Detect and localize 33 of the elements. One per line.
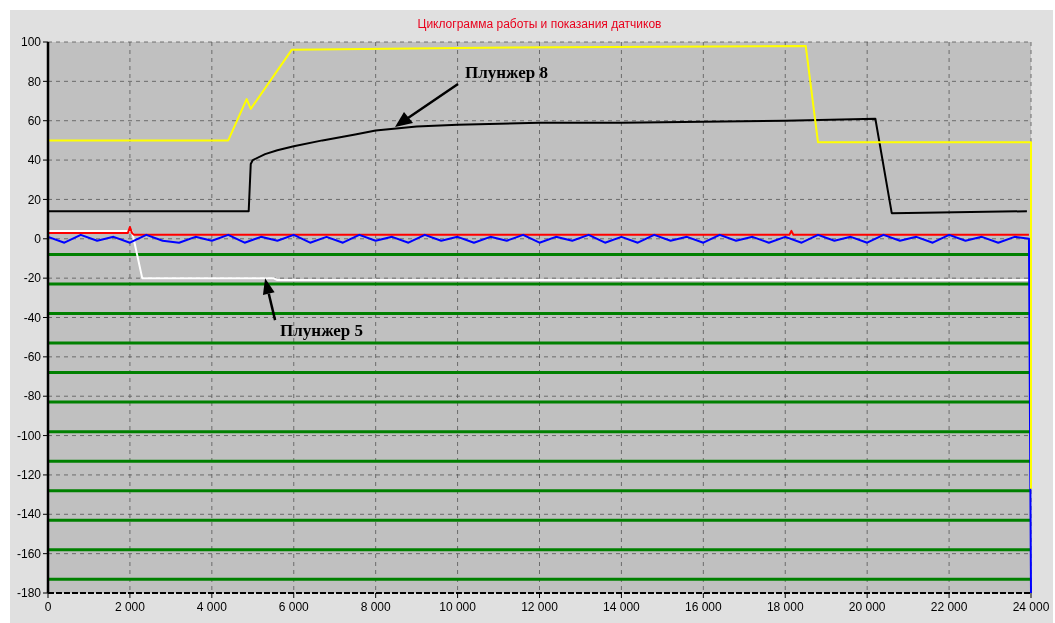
x-tick-label: 8 000 bbox=[360, 600, 392, 614]
x-tick-label: 10 000 bbox=[439, 600, 477, 614]
line-series bbox=[47, 225, 1030, 236]
y-tick-label: -160 bbox=[16, 546, 42, 561]
x-tick-label: 24 000 bbox=[1012, 600, 1050, 614]
y-tick-label: 20 bbox=[27, 192, 42, 207]
annotation: Плунжер 8 bbox=[465, 63, 548, 82]
x-tick-label: 2 000 bbox=[114, 600, 146, 614]
y-tick-label: 100 bbox=[20, 35, 42, 50]
y-tick-label: -20 bbox=[23, 271, 42, 286]
x-tick-label: 12 000 bbox=[521, 600, 559, 614]
y-tick-label: -140 bbox=[16, 507, 42, 522]
y-tick-label: -40 bbox=[23, 310, 42, 325]
y-tick-label: -120 bbox=[16, 468, 42, 483]
y-tick-label: -100 bbox=[16, 428, 42, 443]
line-series bbox=[47, 233, 1032, 594]
y-tick-label: 40 bbox=[27, 153, 42, 168]
y-tick-label: 0 bbox=[34, 231, 42, 246]
x-tick-label: 16 000 bbox=[684, 600, 723, 614]
chart-title: Циклограмма работы и показания датчиков bbox=[417, 17, 662, 31]
y-tick-label: -180 bbox=[16, 586, 42, 601]
x-tick-label: 18 000 bbox=[766, 600, 804, 614]
y-tick-label: -60 bbox=[23, 350, 42, 365]
x-tick-label: 4 000 bbox=[196, 600, 228, 614]
y-tick-label: 60 bbox=[27, 113, 42, 128]
x-tick-label: 14 000 bbox=[603, 600, 641, 614]
annotation: Плунжер 5 bbox=[280, 321, 363, 341]
x-tick-label: 22 000 bbox=[930, 600, 968, 614]
x-tick-label: 6 000 bbox=[278, 600, 310, 614]
y-tick-label: -80 bbox=[23, 389, 42, 404]
x-tick-label: 0 bbox=[44, 600, 52, 614]
y-tick-label: 80 bbox=[27, 74, 42, 89]
x-tick-label: 20 000 bbox=[848, 600, 886, 614]
